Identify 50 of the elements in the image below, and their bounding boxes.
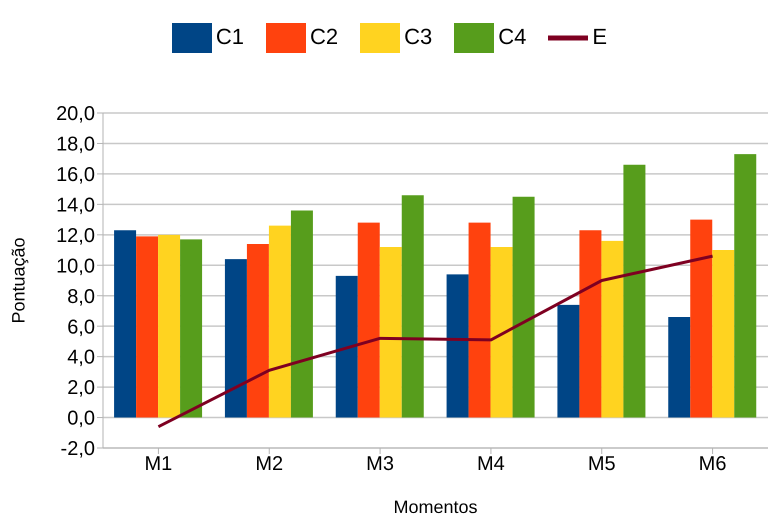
legend-label: E xyxy=(592,24,608,49)
bar xyxy=(690,220,712,418)
legend-label: C3 xyxy=(404,24,432,49)
bar xyxy=(380,247,402,418)
bar xyxy=(512,196,535,418)
y-tick-label: 0,0 xyxy=(67,408,95,430)
x-tick-label: M3 xyxy=(366,453,394,476)
bar xyxy=(224,259,247,418)
y-tick-label: 18,0 xyxy=(56,134,95,156)
y-tick-label: 12,0 xyxy=(56,224,95,247)
bar xyxy=(290,210,313,418)
bar xyxy=(158,234,180,418)
bar xyxy=(402,195,424,418)
bar xyxy=(601,240,624,418)
bar xyxy=(268,226,291,418)
x-tick-label: M5 xyxy=(588,453,616,476)
legend-label: C4 xyxy=(498,24,526,49)
bar xyxy=(623,164,646,418)
bar xyxy=(336,276,358,418)
bar xyxy=(446,274,469,418)
bar xyxy=(712,250,734,418)
x-tick-label: M2 xyxy=(255,453,284,476)
y-tick-label: 8,0 xyxy=(67,286,95,308)
y-tick-label: 6,0 xyxy=(67,316,95,338)
bar xyxy=(180,239,202,418)
bar xyxy=(668,317,690,418)
bar xyxy=(557,304,580,418)
bar xyxy=(734,154,756,418)
y-axis-title: Pontuação xyxy=(8,237,28,324)
legend-label: C2 xyxy=(310,24,338,49)
bar xyxy=(358,222,380,418)
bar xyxy=(490,247,513,418)
y-tick-label: 4,0 xyxy=(67,346,95,369)
bar xyxy=(136,236,158,418)
bar xyxy=(579,230,602,418)
x-axis-title: Momentos xyxy=(393,497,478,517)
x-tick-label: M6 xyxy=(698,453,726,476)
legend-label: C1 xyxy=(216,24,244,49)
line-series xyxy=(156,254,714,428)
y-tick-label: -2,0 xyxy=(60,438,95,460)
bar xyxy=(114,230,136,418)
x-tick-label: M1 xyxy=(144,453,172,476)
y-tick-label: 14,0 xyxy=(56,194,95,216)
y-tick-label: 20,0 xyxy=(56,103,95,126)
bar xyxy=(246,244,269,418)
y-tick-label: 10,0 xyxy=(56,255,95,278)
bar xyxy=(468,222,491,418)
x-tick-label: M4 xyxy=(477,453,505,476)
y-tick-label: 16,0 xyxy=(56,164,95,186)
y-tick-label: 2,0 xyxy=(67,377,95,400)
